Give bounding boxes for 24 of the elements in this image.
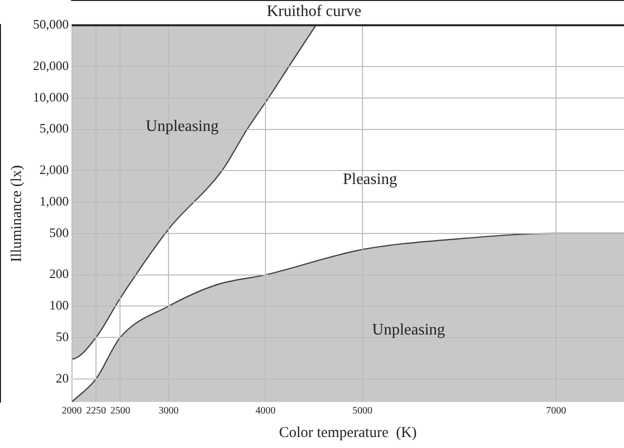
- annotation: Unpleasing: [372, 322, 446, 339]
- x-tick-label: 2000: [62, 406, 82, 417]
- y-tick-label: 2,000: [40, 162, 69, 178]
- x-tick-label: 2500: [110, 406, 130, 417]
- y-tick-label: 500: [49, 224, 69, 240]
- chart-title: Kruithof curve: [266, 2, 362, 20]
- x-axis-title: Color temperature (K): [278, 424, 417, 441]
- y-tick-label: 1,000: [40, 193, 69, 208]
- y-axis-title: Illuminance (lx): [8, 165, 25, 262]
- y-tick-label: 20: [56, 370, 69, 386]
- y-tick-label: 20,000: [33, 58, 69, 74]
- y-tick-label: 50,000: [33, 16, 69, 32]
- x-tick-label: 2250: [86, 406, 106, 417]
- y-tick-label: 10,000: [33, 89, 69, 104]
- x-tick-label: 4000: [256, 406, 276, 417]
- y-tick-label: 5,000: [40, 120, 69, 136]
- x-tick-label: 5000: [352, 406, 372, 417]
- y-tick-label: 200: [49, 266, 69, 282]
- y-tick-label: 50: [56, 328, 69, 344]
- annotation: Unpleasing: [146, 118, 219, 136]
- annotation: Pleasing: [342, 170, 398, 188]
- x-tick-label: 7000: [546, 406, 566, 417]
- y-tick-label: 100: [49, 298, 69, 313]
- x-tick-label: 3000: [158, 406, 179, 417]
